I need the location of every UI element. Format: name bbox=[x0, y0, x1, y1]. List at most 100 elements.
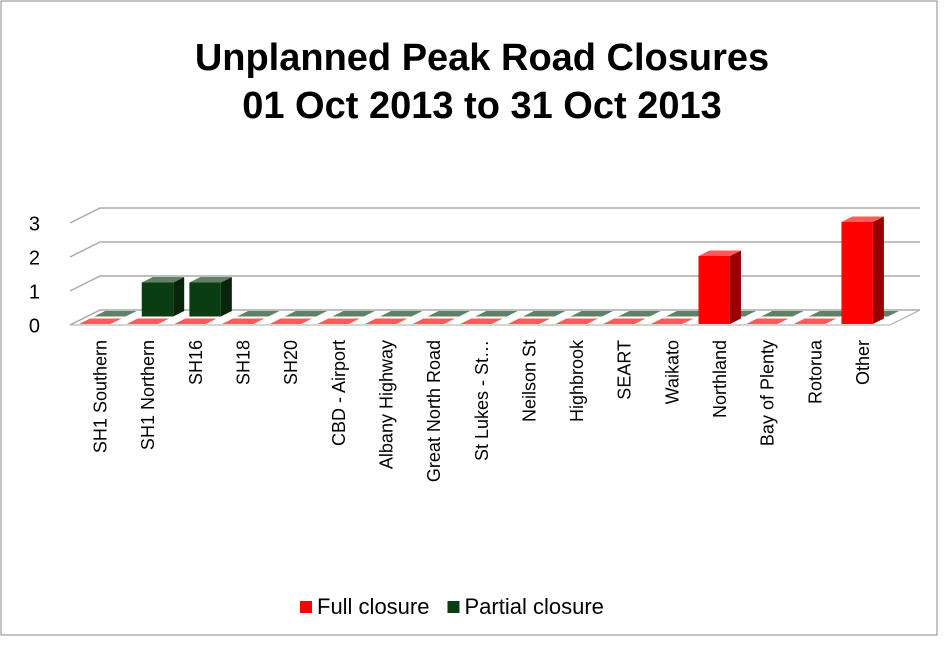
x-tick-label: St Lukes - St… bbox=[472, 340, 492, 461]
chart-title: 01 Oct 2013 to 31 Oct 2013 bbox=[242, 85, 722, 127]
bar bbox=[555, 318, 599, 324]
bar-top bbox=[746, 318, 789, 324]
bar bbox=[284, 311, 328, 317]
bar bbox=[94, 311, 137, 317]
legend-label: Partial closure bbox=[464, 594, 603, 619]
chart-title: Unplanned Peak Road Closures bbox=[195, 37, 769, 79]
bar bbox=[460, 318, 503, 324]
bar bbox=[761, 311, 804, 317]
bar bbox=[650, 318, 694, 324]
x-tick-label: SEART bbox=[615, 340, 635, 400]
bar bbox=[317, 318, 360, 324]
bar bbox=[618, 311, 661, 317]
bar-top bbox=[427, 311, 471, 317]
x-tick-label: Waikato bbox=[662, 340, 682, 404]
grid-line bbox=[69, 275, 920, 292]
x-tick-label: SH16 bbox=[186, 340, 206, 385]
bar-top bbox=[222, 318, 265, 324]
legend-swatch bbox=[300, 601, 312, 613]
x-tick-label: Neilson St bbox=[519, 340, 539, 422]
bar-front bbox=[841, 222, 873, 324]
bar bbox=[841, 216, 884, 324]
x-tick-label: SH1 Northern bbox=[138, 340, 158, 450]
bar-top bbox=[475, 311, 518, 317]
x-tick-label: Other bbox=[853, 340, 873, 385]
bar-top bbox=[94, 311, 137, 317]
bar-side bbox=[220, 277, 232, 317]
bar-side bbox=[729, 250, 741, 324]
bar bbox=[379, 311, 423, 317]
x-tick-label: Highbrook bbox=[567, 339, 587, 422]
x-tick-label: SH18 bbox=[234, 340, 254, 385]
bar bbox=[332, 311, 375, 317]
bar bbox=[522, 311, 566, 317]
x-tick-label: SH20 bbox=[281, 340, 301, 385]
grid-line bbox=[69, 241, 920, 258]
bar-top bbox=[698, 250, 741, 256]
x-tick-label: Albany Highway bbox=[376, 340, 396, 469]
bar-top bbox=[269, 318, 313, 324]
bar-top bbox=[793, 318, 837, 324]
bar bbox=[808, 311, 852, 317]
bar-top bbox=[189, 277, 232, 283]
bar-top bbox=[460, 318, 503, 324]
y-tick-label: 2 bbox=[29, 247, 40, 269]
bar bbox=[126, 318, 170, 324]
bar bbox=[174, 318, 217, 324]
bar bbox=[189, 277, 232, 317]
bar-top bbox=[237, 311, 280, 317]
bar bbox=[412, 318, 456, 324]
bar-top bbox=[570, 311, 614, 317]
bar bbox=[364, 318, 408, 324]
bar-top bbox=[522, 311, 566, 317]
bar-side bbox=[872, 216, 884, 324]
x-tick-label: CBD - Airport bbox=[329, 340, 349, 446]
bar-top bbox=[174, 318, 217, 324]
bar bbox=[746, 318, 789, 324]
grid-line bbox=[69, 207, 920, 224]
bar-top bbox=[126, 318, 170, 324]
bar-top bbox=[808, 311, 852, 317]
x-tick-label: SH1 Southern bbox=[91, 340, 111, 453]
bar bbox=[269, 318, 313, 324]
bar-top bbox=[603, 318, 646, 324]
bar-top bbox=[364, 318, 408, 324]
bar bbox=[222, 318, 265, 324]
bar bbox=[427, 311, 471, 317]
bar-top bbox=[317, 318, 360, 324]
x-tick-label: Bay of Plenty bbox=[758, 340, 778, 446]
bar bbox=[141, 277, 185, 317]
bar bbox=[665, 311, 709, 317]
y-tick-label: 1 bbox=[29, 281, 40, 303]
bar bbox=[475, 311, 518, 317]
bar-top bbox=[618, 311, 661, 317]
bar-front bbox=[141, 282, 174, 317]
y-tick-label: 3 bbox=[29, 213, 40, 235]
bar-top bbox=[555, 318, 599, 324]
legend-swatch bbox=[447, 601, 460, 613]
bar bbox=[603, 318, 646, 324]
legend-label: Full closure bbox=[317, 594, 429, 619]
bar bbox=[507, 318, 551, 324]
grid-line bbox=[69, 309, 920, 326]
x-tick-label: Rotorua bbox=[805, 339, 825, 404]
bar bbox=[79, 318, 122, 324]
bar-top bbox=[332, 311, 375, 317]
bar bbox=[237, 311, 280, 317]
bar-top bbox=[284, 311, 328, 317]
bar-top bbox=[650, 318, 694, 324]
bar-top bbox=[507, 318, 551, 324]
y-tick-label: 0 bbox=[29, 315, 40, 337]
bar-front bbox=[189, 282, 221, 317]
bar-front bbox=[698, 256, 730, 324]
bar-top bbox=[665, 311, 709, 317]
bar-top bbox=[379, 311, 423, 317]
x-tick-label: Great North Road bbox=[424, 340, 444, 482]
x-tick-label: Northland bbox=[710, 340, 730, 418]
bar bbox=[793, 318, 837, 324]
bar bbox=[698, 250, 741, 324]
bar-top bbox=[761, 311, 804, 317]
bar bbox=[570, 311, 614, 317]
bar-side bbox=[173, 277, 185, 317]
